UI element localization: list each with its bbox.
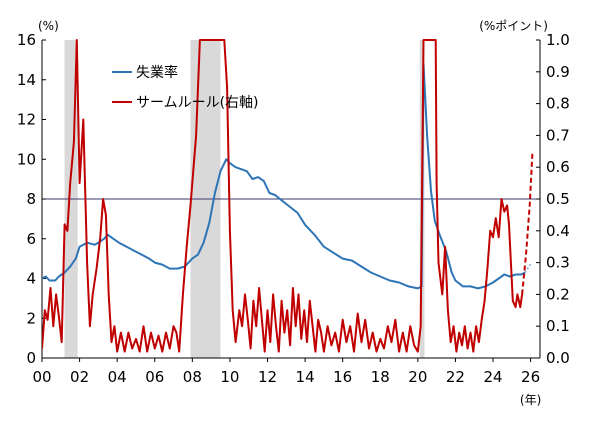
x-tick-label: 18: [371, 368, 390, 386]
right-tick-label: 0.6: [546, 158, 570, 176]
right-tick-label: 0.3: [546, 254, 570, 272]
right-tick-label: 0.5: [546, 190, 570, 208]
x-tick-label: 14: [296, 368, 315, 386]
left-tick-label: 14: [17, 71, 36, 89]
left-tick-label: 2: [26, 309, 36, 327]
left-tick-label: 0: [26, 349, 36, 367]
x-tick-label: 26: [521, 368, 540, 386]
left-tick-label: 16: [17, 31, 36, 49]
right-tick-label: 0.8: [546, 95, 570, 113]
projection-line-1: [521, 151, 534, 295]
x-axis-unit: (年): [520, 393, 541, 407]
left-tick-label: 12: [17, 111, 36, 129]
series-line-0: [42, 62, 526, 290]
right-tick-label: 0.7: [546, 126, 570, 144]
x-tick-label: 04: [108, 368, 127, 386]
left-tick-label: 6: [26, 230, 36, 248]
x-tick-label: 12: [258, 368, 277, 386]
left-tick-label: 10: [17, 150, 36, 168]
x-tick-label: 10: [220, 368, 239, 386]
x-tick-label: 06: [145, 368, 164, 386]
x-tick-label: 22: [446, 368, 465, 386]
right-tick-label: 0.9: [546, 63, 570, 81]
series-lines: [42, 39, 534, 353]
legend-label-0: 失業率: [136, 64, 178, 81]
right-tick-label: 0.4: [546, 222, 570, 240]
right-tick-label: 0.2: [546, 285, 570, 303]
right-tick-label: 1.0: [546, 31, 570, 49]
tick-labels: 02468101214160.00.10.20.30.40.50.60.70.8…: [17, 19, 570, 407]
left-axis-unit: (%): [38, 19, 59, 33]
x-tick-label: 16: [333, 368, 352, 386]
x-tick-label: 02: [70, 368, 89, 386]
x-tick-label: 08: [183, 368, 202, 386]
right-tick-label: 0.0: [546, 349, 570, 367]
x-tick-label: 00: [32, 368, 51, 386]
projection-line-0: [524, 262, 533, 274]
legend-label-1: サームルール(右軸): [136, 95, 259, 111]
x-tick-label: 20: [408, 368, 427, 386]
left-tick-label: 8: [26, 190, 36, 208]
right-axis-unit: (%ポイント): [479, 19, 548, 33]
series-line-1: [42, 39, 524, 353]
right-tick-label: 0.1: [546, 317, 570, 335]
x-tick-label: 24: [483, 368, 502, 386]
left-tick-label: 4: [26, 270, 36, 288]
